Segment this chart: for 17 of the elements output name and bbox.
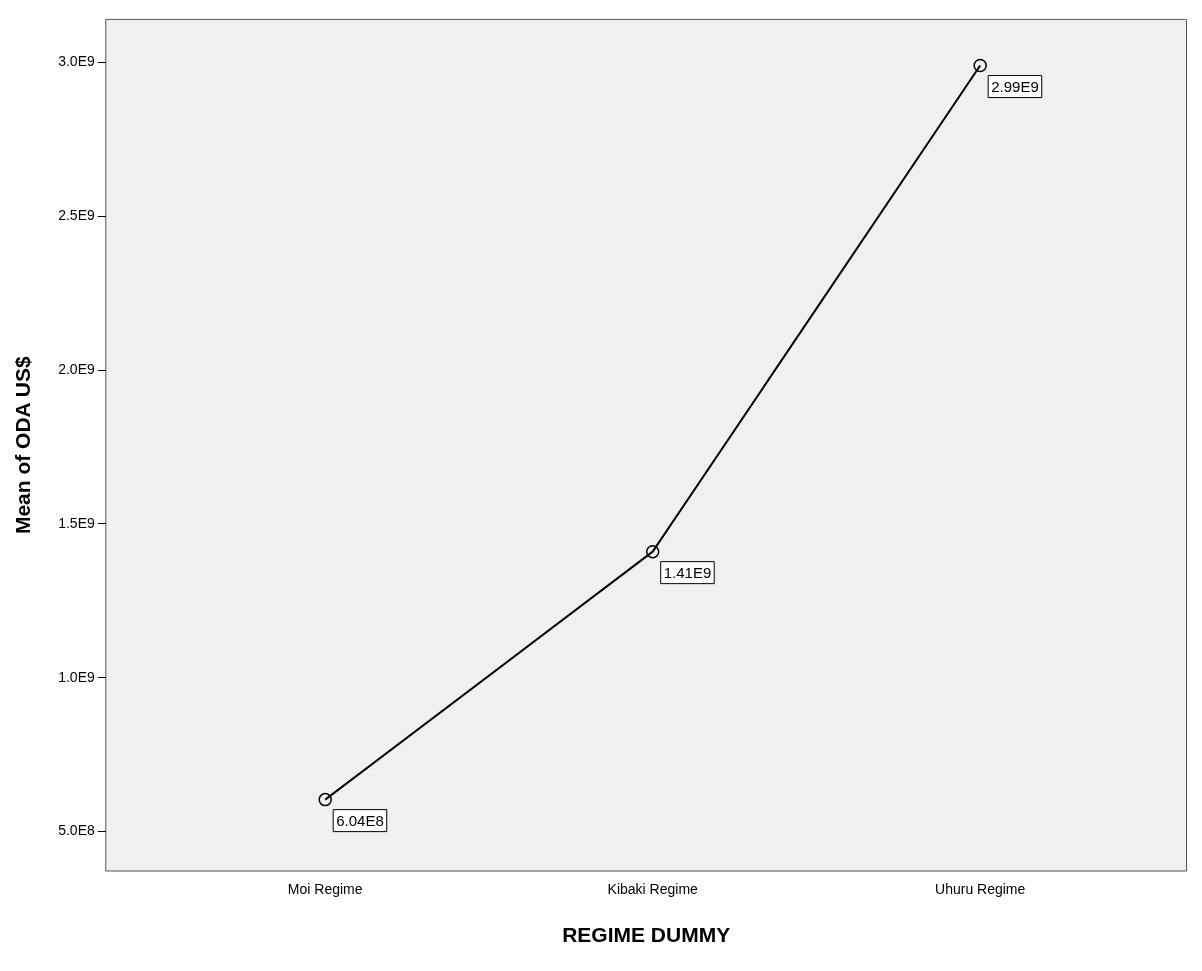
x-tick-label: Kibaki Regime xyxy=(607,881,699,898)
data-label: 1.41E9 xyxy=(663,563,712,581)
y-tick-label: 5.0E8 xyxy=(58,822,95,839)
point xyxy=(973,58,987,73)
y-tick-label: 2.0E9 xyxy=(58,360,95,377)
x-tick-label: Moi Regime xyxy=(287,881,363,898)
x-axis-title: REGIME DUMMY xyxy=(562,923,731,947)
point xyxy=(645,544,660,559)
y-tick-label: 1.5E9 xyxy=(58,514,95,531)
y-tick-label: 3.0E9 xyxy=(58,53,95,70)
y-tick-label: 2.5E9 xyxy=(58,207,95,224)
point xyxy=(318,792,332,807)
y-tick-label: 1.0E9 xyxy=(58,668,95,685)
data-label: 6.04E8 xyxy=(336,811,384,829)
x-tick-label: Uhuru Regime xyxy=(935,881,1026,898)
y-axis-title: Mean of ODA US$ xyxy=(11,356,35,535)
data-label: 2.99E9 xyxy=(991,77,1039,95)
